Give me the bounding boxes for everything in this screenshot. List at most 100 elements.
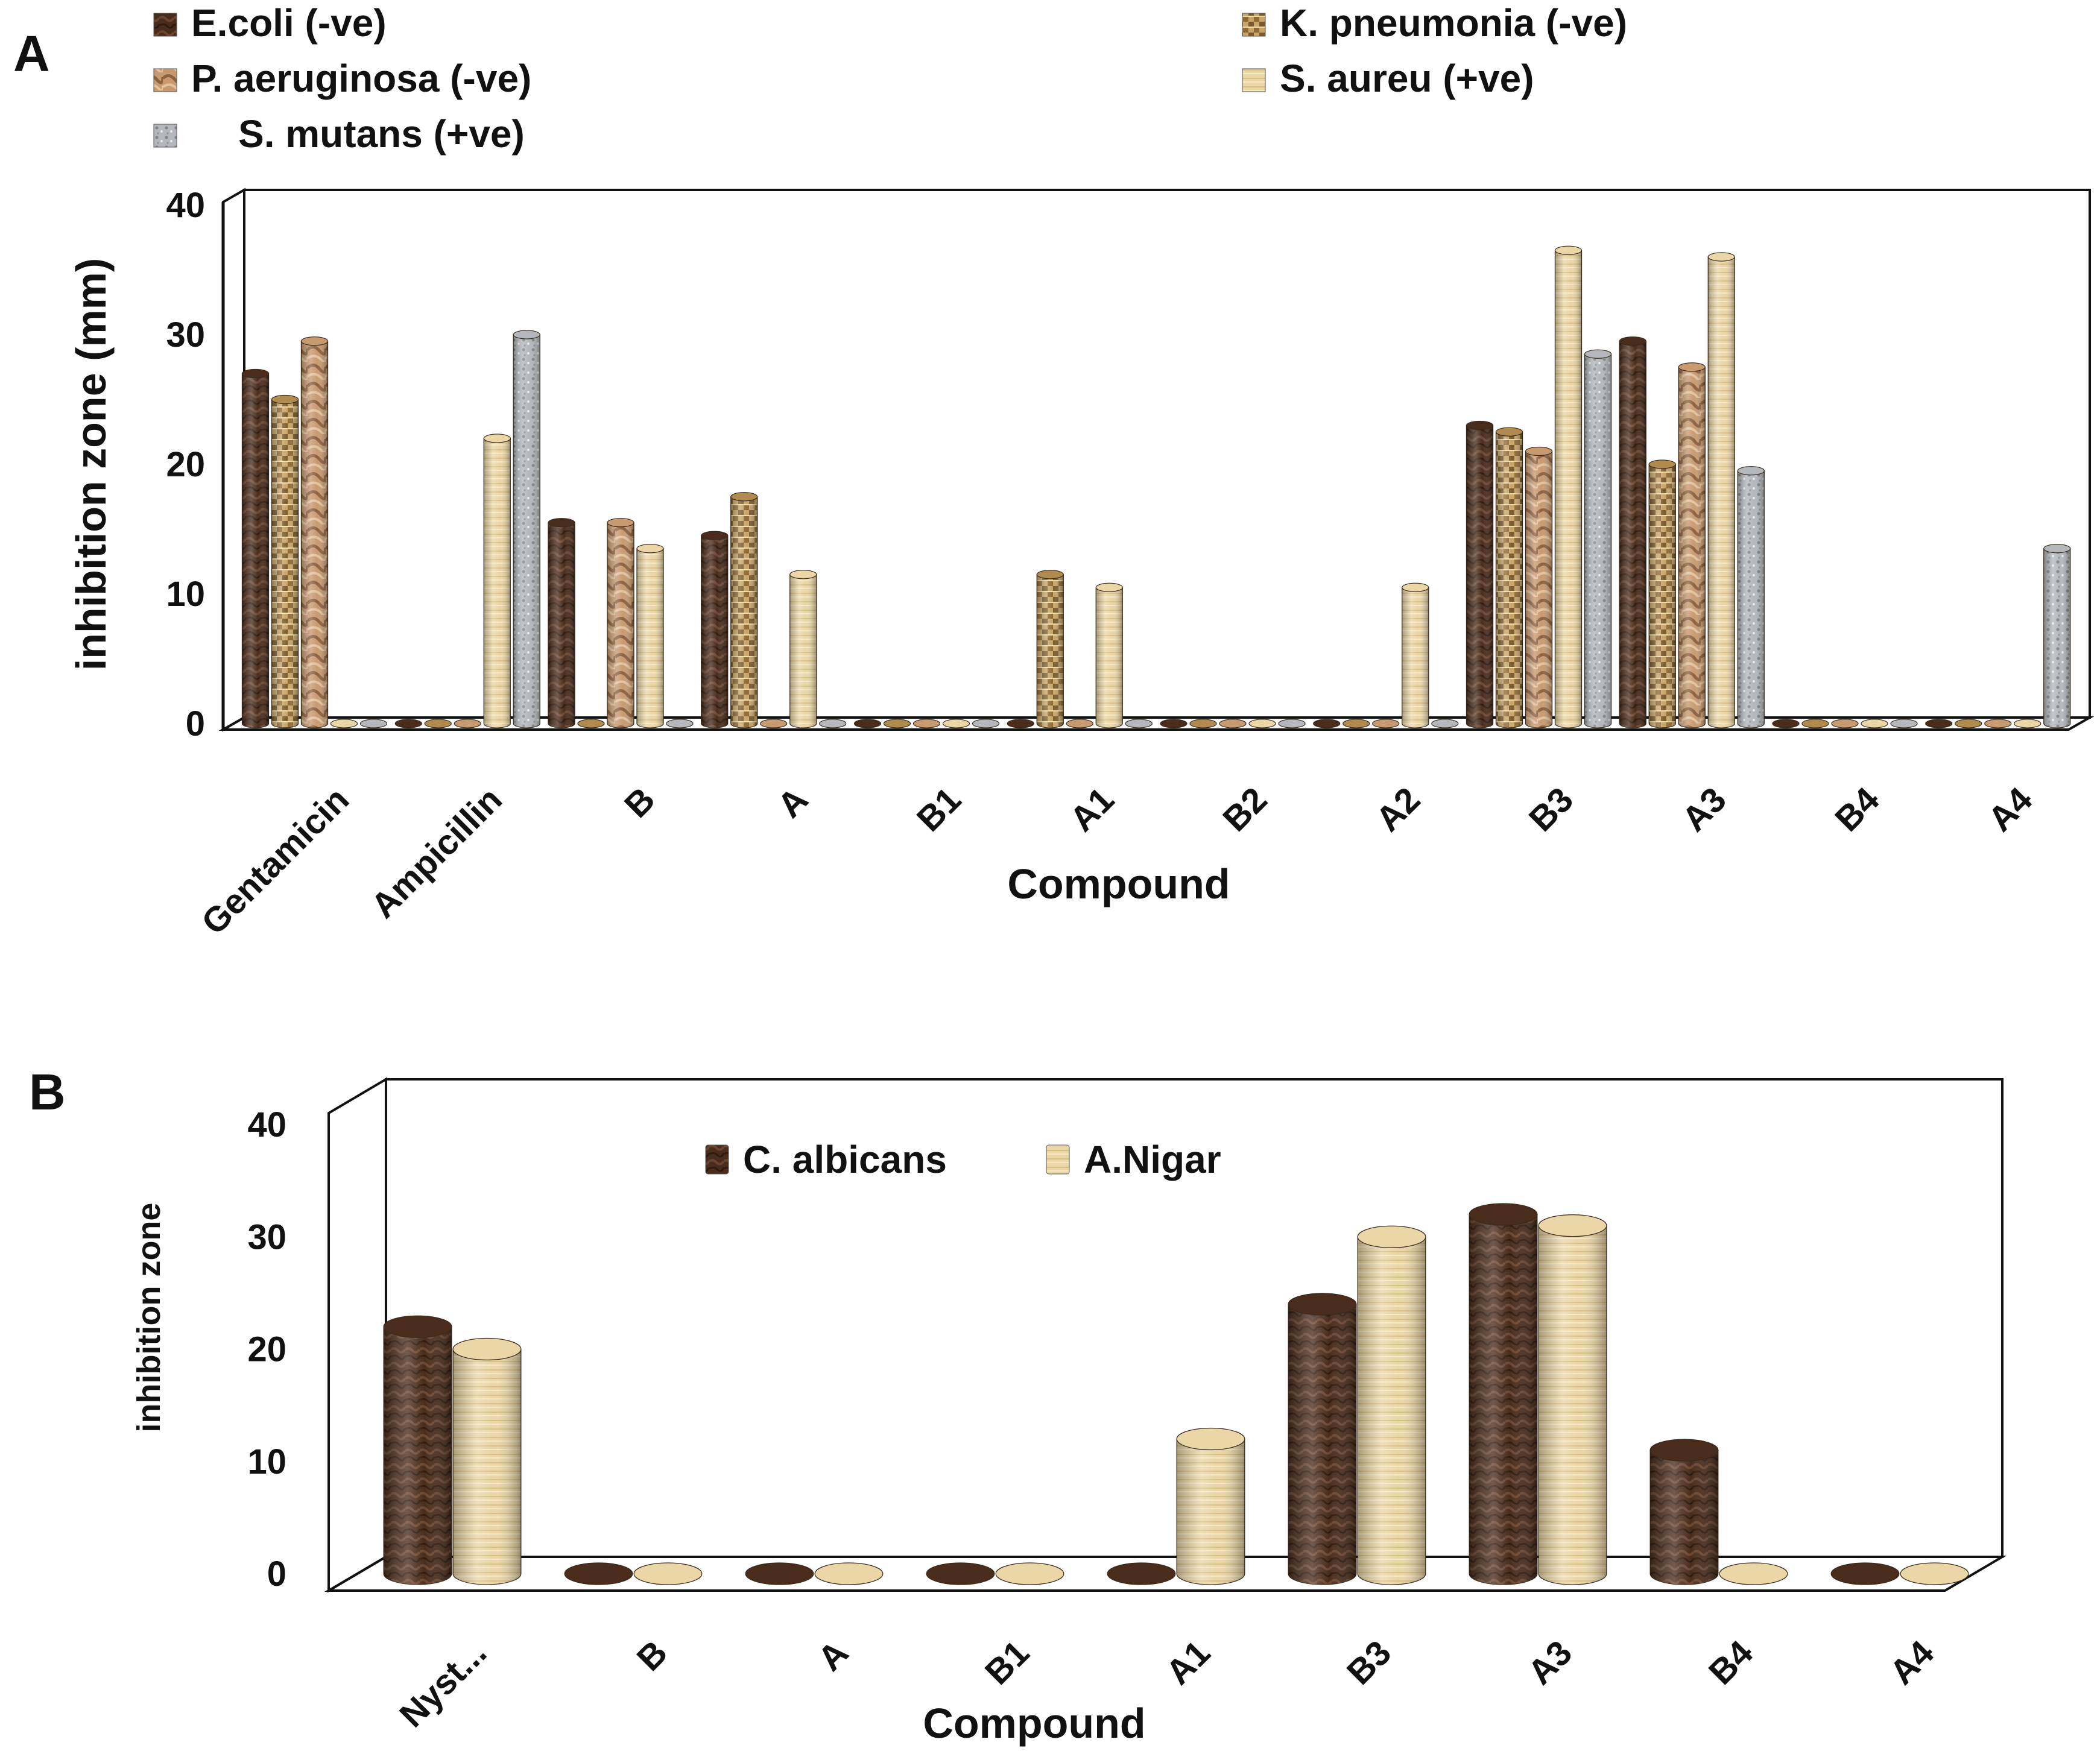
x-tick-label-gentamicin: Gentamicin [194,780,356,942]
x-tick-label-b3: B3 [1339,1633,1399,1692]
plot-area-a [241,245,2071,728]
y-axis-a-title: inhibition zone (mm) [68,258,115,670]
bar-a-nigar-a [814,1562,884,1585]
bar-k-pneumonia-ve-ampicillin [424,719,452,728]
x-tick-label-a4: A4 [1882,1633,1941,1692]
x-tick-label-a4: A4 [1981,780,2040,839]
bar-e-coli-ve-b [548,518,575,728]
legend-b: C. albicans A.Nigar [705,1138,1221,1181]
bar-c-albicans-nyst [383,1315,452,1585]
bar-p-aeruginosa-ve-b2 [1219,719,1247,728]
bar-a-nigar-b [633,1562,703,1585]
y-tick-label: 0 [267,1554,286,1594]
bar-s-aureu-ve-a1 [1095,582,1123,728]
bar-c-albicans-b3 [1288,1293,1357,1585]
bar-p-aeruginosa-ve-a2 [1372,719,1400,728]
y-tick-label: 40 [247,1105,286,1144]
bar-s-aureu-ve-a2 [1402,582,1429,728]
panel-a-label: A [13,25,50,82]
bar-p-aeruginosa-ve-gentamicin [300,336,329,728]
bar-s-aureu-ve-a [789,570,817,728]
y-axis-b-title: inhibition zone [131,1203,167,1433]
y-axis-b-ticks: 0 10 20 30 40 [247,1105,286,1594]
bar-s-aureu-ve-ampicillin [483,434,511,728]
legend-label-k-pneumonia-ve: K. pneumonia (-ve) [1280,1,1627,45]
bar-s-aureu-ve-a4 [2014,719,2041,728]
legend-label-c-albicans: C. albicans [743,1138,947,1181]
x-tick-label-a2: A2 [1368,780,1428,839]
bar-s-mutans-ve-b1 [972,719,1000,728]
bar-s-mutans-ve-a2 [1431,719,1459,728]
legend-label-p-aeruginosa-ve: P. aeruginosa (-ve) [191,57,531,100]
bar-p-aeruginosa-ve-b4 [1831,719,1859,728]
bar-k-pneumonia-ve-b1 [883,719,911,728]
legend-swatch-p-aeruginosa-ve [153,68,177,92]
x-tick-label-a: A [811,1633,856,1679]
y-tick-label: 40 [166,186,205,225]
bar-k-pneumonia-ve-a2 [1343,719,1370,728]
legend-swatch-c-albicans [705,1144,729,1175]
legend-label-e-coli-ve: E.coli (-ve) [191,1,387,45]
bar-k-pneumonia-ve-gentamicin [271,394,299,728]
bar-p-aeruginosa-ve-b3 [1525,446,1553,728]
bar-s-mutans-ve-gentamicin [359,719,388,728]
x-tick-label-b1: B1 [978,1633,1037,1692]
bar-e-coli-ve-a [701,531,729,728]
bar-a-nigar-a4 [1900,1562,1969,1585]
legend-label-s-aureu-ve: S. aureu (+ve) [1280,57,1534,100]
bar-k-pneumonia-ve-a [730,492,758,728]
x-tick-label-a1: A1 [1062,780,1121,839]
x-tick-label-b4: B4 [1701,1633,1760,1692]
bar-e-coli-ve-ampicillin [394,719,422,728]
bar-c-albicans-b [564,1562,633,1585]
bar-s-mutans-ve-a4 [2043,544,2071,728]
bar-p-aeruginosa-ve-a4 [1984,719,2012,728]
x-tick-label-b3: B3 [1522,780,1581,839]
bar-k-pneumonia-ve-b2 [1189,719,1217,728]
bar-e-coli-ve-a2 [1313,719,1341,728]
bar-s-mutans-ve-b4 [1890,719,1918,728]
y-tick-label: 30 [166,315,205,355]
bar-c-albicans-b1 [926,1562,995,1585]
x-tick-label-b1: B1 [909,780,969,839]
bar-c-albicans-b4 [1649,1439,1719,1585]
bar-p-aeruginosa-ve-a1 [1066,719,1093,728]
bar-e-coli-ve-gentamicin [241,368,270,728]
bar-s-mutans-ve-a3 [1737,466,1765,728]
bar-e-coli-ve-b1 [853,719,882,728]
bar-k-pneumonia-ve-a1 [1036,570,1064,728]
bar-e-coli-ve-b3 [1466,420,1494,728]
bar-s-aureu-ve-b3 [1554,245,1583,728]
legend-swatch-e-coli-ve [153,13,177,37]
legend-label-s-mutans-ve: S. mutans (+ve) [238,112,525,156]
bar-a-nigar-b4 [1719,1562,1788,1585]
bar-s-mutans-ve-b [666,719,694,728]
bar-a-nigar-a3 [1538,1214,1607,1585]
bar-c-albicans-a4 [1830,1562,1900,1585]
legend-swatch-s-mutans-ve [153,124,177,148]
x-tick-label-b4: B4 [1827,780,1887,839]
bar-a-nigar-b3 [1357,1225,1426,1585]
bar-p-aeruginosa-ve-a3 [1678,362,1706,728]
bar-e-coli-ve-a3 [1619,336,1646,728]
y-tick-label: 20 [166,445,205,484]
bar-k-pneumonia-ve-a4 [1955,719,1982,728]
x-axis-b-ticks: Nyst... B A B1 A1 B3 A3 B4 A4 [392,1633,1941,1735]
x-tick-label-a3: A3 [1674,780,1733,839]
bar-a-nigar-a1 [1176,1427,1245,1585]
y-tick-label: 30 [247,1217,286,1257]
legend-swatch-a-nigar [1046,1144,1070,1175]
y-axis-a-ticks: 0 10 20 30 40 [166,186,205,743]
bar-s-mutans-ve-b3 [1584,349,1612,728]
plot-area-b [383,1203,1969,1585]
bar-p-aeruginosa-ve-ampicillin [454,719,481,728]
bar-p-aeruginosa-ve-b [607,518,634,728]
bar-s-aureu-ve-a3 [1707,252,1735,728]
panel-b-label: B [29,1064,66,1120]
bar-e-coli-ve-b4 [1772,719,1800,728]
legend-a: E.coli (-ve) K. pneumonia (-ve) P. aerugin… [153,1,1627,156]
bar-a-nigar-b1 [995,1562,1064,1585]
bar-s-mutans-ve-b2 [1278,719,1306,728]
bar-a-nigar-nyst [452,1337,522,1585]
